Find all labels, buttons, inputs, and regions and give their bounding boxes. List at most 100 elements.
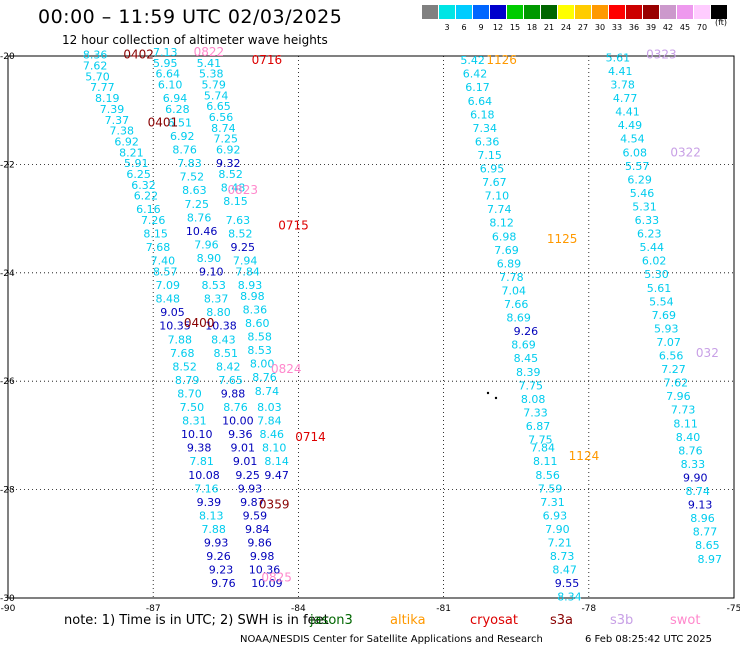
wave-height-value: 7.88 (201, 523, 226, 536)
wave-height-value: 7.59 (538, 482, 563, 495)
wave-height-value: 8.53 (247, 344, 272, 357)
map-grid (7, 55, 735, 599)
wave-height-value: 8.58 (247, 331, 272, 344)
wave-height-value: 5.57 (625, 160, 650, 173)
wave-height-value: 8.36 (243, 303, 268, 316)
wave-height-value: 7.10 (485, 190, 510, 203)
wave-height-value: 7.34 (472, 122, 497, 135)
pass-time-label: 0716 (252, 53, 283, 67)
wave-height-value: 8.74 (255, 385, 280, 398)
wave-height-value: 7.04 (502, 284, 527, 297)
wave-height-value: 8.98 (240, 290, 265, 303)
wave-height-value: 8.96 (690, 512, 715, 525)
pass-time-label: 0823 (227, 183, 258, 197)
x-tick-label: -87 (146, 604, 161, 614)
wave-height-value: 10.08 (188, 469, 220, 482)
wave-height-value: 9.26 (206, 550, 231, 563)
wave-height-value: 8.21 (119, 146, 144, 159)
colorbar-label: 39 (645, 23, 657, 32)
wave-height-value: 6.02 (642, 255, 667, 268)
wave-height-value: 8.46 (260, 428, 285, 441)
wave-height-value: 9.87 (240, 496, 265, 509)
wave-height-value: 6.93 (543, 509, 568, 522)
wave-height-value: 6.16 (136, 203, 161, 216)
satellite-track: 8.367.625.707.778.197.397.377.386.928.21… (83, 49, 236, 590)
map-frame (7, 55, 735, 599)
wave-height-value: 8.79 (175, 374, 200, 387)
wave-height-value: 3.78 (610, 79, 635, 92)
wave-height-value: 9.32 (216, 157, 241, 170)
wave-height-value: 8.93 (238, 279, 263, 292)
island-marker (494, 396, 498, 400)
legend-item: cryosat (470, 613, 518, 628)
wave-height-value: 6.33 (635, 214, 660, 227)
wave-height-value: 6.56 (209, 111, 234, 124)
wave-height-value: 8.45 (514, 352, 539, 365)
wave-height-value: 9.13 (688, 499, 713, 512)
wave-height-value: 8.77 (693, 526, 718, 539)
legend-item: s3b (610, 613, 634, 628)
colorbar-swatch (507, 5, 523, 19)
pass-time-label: 032 (696, 346, 719, 360)
wave-height-value: 6.36 (475, 135, 500, 148)
wave-height-value: 10.46 (186, 225, 218, 238)
colorbar-swatch (490, 5, 506, 19)
wave-height-value: 7.75 (518, 379, 543, 392)
page-title: 00:00 – 11:59 UTC 02/03/2025 (38, 6, 343, 28)
y-tick-label: -22 (0, 160, 15, 170)
wave-height-value: 7.13 (153, 46, 178, 59)
pass-time-label: 0323 (646, 48, 677, 62)
wave-height-value: 8.39 (516, 366, 541, 379)
wave-height-value: 6.95 (480, 163, 505, 176)
wave-height-value: 9.98 (250, 550, 275, 563)
wave-height-value: 10.36 (249, 564, 281, 577)
wave-height-value: 7.37 (105, 114, 130, 127)
wave-height-value: 9.39 (197, 496, 222, 509)
wave-height-value: 6.94 (163, 92, 188, 105)
wave-height-value: 7.65 (218, 374, 243, 387)
wave-height-value: 9.26 (514, 325, 539, 338)
wave-height-value: 8.43 (211, 333, 236, 346)
wave-height-value: 8.70 (177, 387, 202, 400)
colorbar-label: 33 (611, 23, 623, 32)
colorbar-label: 9 (478, 23, 484, 32)
colorbar-swatch (677, 5, 693, 19)
wave-height-value: 8.08 (521, 393, 546, 406)
wave-height-value: 6.92 (216, 144, 241, 157)
wave-height-value: 6.92 (114, 135, 139, 148)
axis-ticks: -90 -87 -84 -81 -78 -75 -20 -22 -24 -26 -28 -30 (0, 52, 740, 614)
wave-height-value: 6.51 (168, 116, 193, 129)
wave-height-value: 7.25 (185, 198, 210, 211)
wave-height-value: 8.60 (245, 317, 270, 330)
y-tick-label: -24 (0, 269, 15, 279)
wave-height-value: 6.25 (126, 168, 151, 181)
wave-height-value: 6.23 (637, 228, 662, 241)
wave-height-value: 7.40 (151, 255, 176, 268)
colorbar-label: 42 (662, 23, 674, 32)
wave-height-value: 9.47 (264, 469, 289, 482)
wave-height-value: 4.41 (615, 106, 640, 119)
colorbar-swatch (422, 5, 438, 19)
wave-height-value: 8.52 (218, 168, 243, 181)
wave-height-value: 5.70 (85, 70, 110, 83)
wave-height-value: 7.68 (146, 241, 171, 254)
wave-height-value: 7.27 (661, 363, 686, 376)
wave-height-value: 9.36 (228, 428, 253, 441)
island-marker (486, 391, 490, 395)
wave-height-value: 8.34 (557, 591, 582, 604)
wave-height-value: 9.05 (160, 306, 185, 319)
colorbar-swatch (541, 5, 557, 19)
wave-height-value: 5.91 (124, 157, 149, 170)
wave-height-value: 7.69 (494, 244, 519, 257)
wave-height-value: 7.26 (141, 214, 166, 227)
wave-height-value: 8.76 (172, 144, 197, 157)
wave-height-value: 4.41 (608, 65, 633, 78)
wave-height-value: 9.01 (233, 455, 258, 468)
wave-height-value: 7.73 (671, 404, 696, 417)
wave-height-value: 5.38 (199, 68, 224, 81)
wave-height-value: 8.76 (223, 401, 248, 414)
pass-time-label: 0822 (194, 45, 225, 59)
wave-height-value: 8.76 (678, 444, 703, 457)
wave-height-value: 8.36 (83, 49, 108, 62)
timestamp-text: 6 Feb 08:25:42 UTC 2025 (585, 634, 712, 645)
